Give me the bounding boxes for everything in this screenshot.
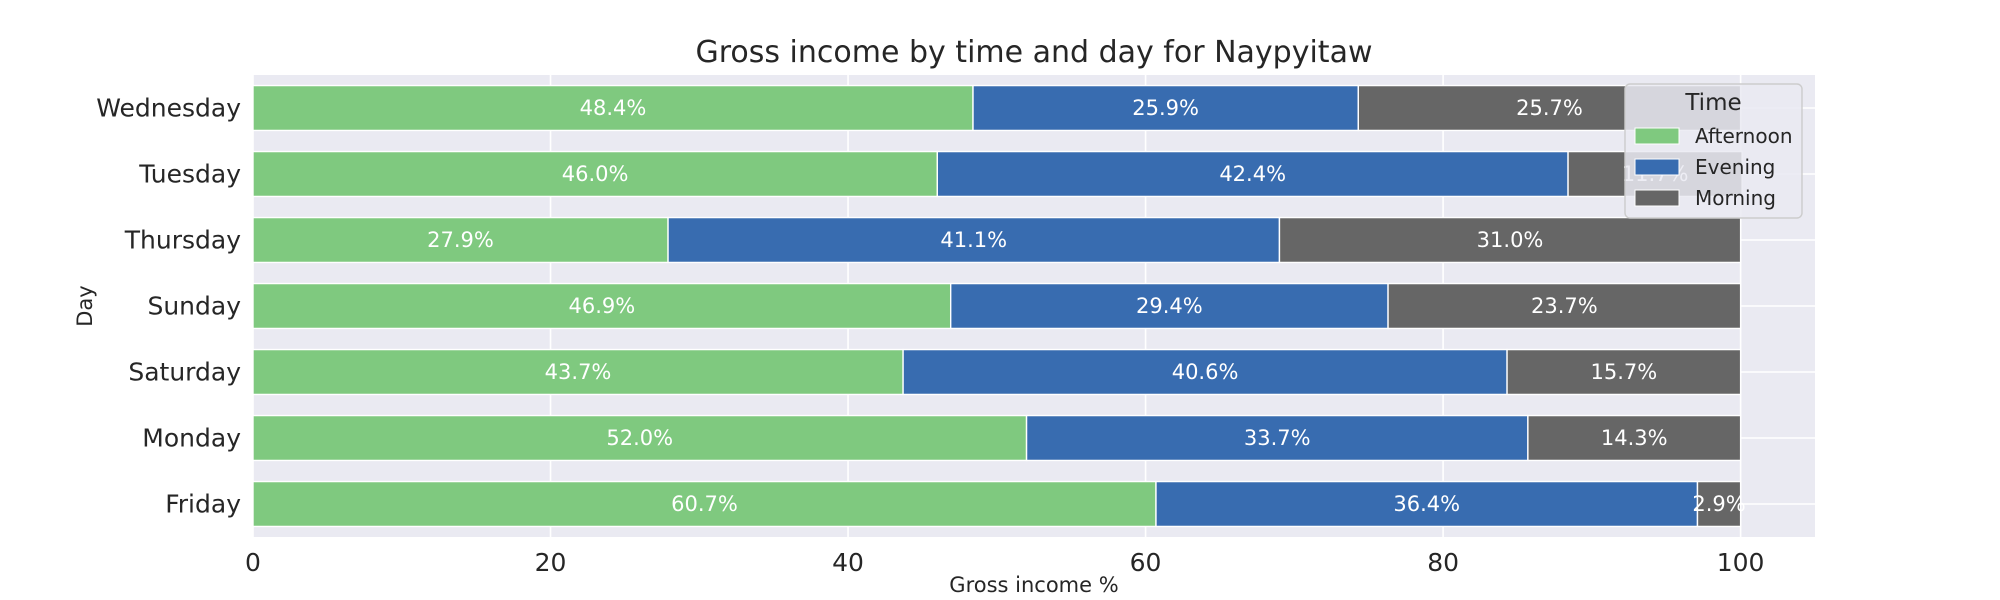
bars	[252, 84, 1743, 528]
bar-morning-sunday	[1387, 282, 1742, 330]
bar-afternoon-wednesday	[252, 84, 974, 132]
bar-morning-monday	[1527, 414, 1742, 462]
legend-label-evening: Evening	[1695, 155, 1775, 179]
legend-swatch-morning	[1634, 189, 1680, 207]
data-label-afternoon-monday: 52.0%	[606, 426, 673, 450]
x-tick-label: 0	[245, 548, 261, 577]
chart-title: Gross income by time and day for Naypyit…	[695, 35, 1372, 70]
y-tick-label-wednesday: Wednesday	[96, 94, 241, 123]
bar-evening-saturday	[902, 348, 1508, 396]
x-tick-label: 20	[535, 548, 567, 577]
data-label-evening-friday: 36.4%	[1393, 492, 1460, 516]
data-label-morning-monday: 14.3%	[1601, 426, 1668, 450]
bar-afternoon-friday	[252, 480, 1157, 528]
legend-title: Time	[1684, 90, 1741, 116]
legend-box	[1624, 83, 1803, 219]
x-axis-label: Gross income %	[949, 573, 1118, 597]
x-tick-label: 80	[1427, 548, 1459, 577]
data-label-evening-monday: 33.7%	[1244, 426, 1311, 450]
bar-evening-sunday	[949, 282, 1389, 330]
y-axis-ticks: Wednesday Tuesday Thursday Sunday Saturday Mo…	[96, 94, 241, 519]
legend: Time Afternoon Evening Morning	[1624, 83, 1803, 219]
y-tick-label-thursday: Thursday	[124, 226, 241, 255]
data-label-evening-tuesday: 42.4%	[1219, 162, 1286, 186]
legend-items: Afternoon Evening Morning	[1634, 124, 1793, 210]
bar-evening-monday	[1025, 414, 1529, 462]
data-label-afternoon-tuesday: 46.0%	[562, 162, 629, 186]
y-tick-label-monday: Monday	[142, 424, 241, 453]
data-label-morning-wednesday: 25.7%	[1516, 96, 1583, 120]
bar-evening-friday	[1155, 480, 1699, 528]
y-axis-label: Day	[73, 285, 97, 326]
legend-label-afternoon: Afternoon	[1695, 124, 1793, 148]
x-axis-ticks: 0 20 40 60 80 100	[245, 548, 1764, 577]
x-tick-label: 60	[1130, 548, 1162, 577]
data-label-afternoon-thursday: 27.9%	[427, 228, 494, 252]
data-label-morning-sunday: 23.7%	[1531, 294, 1598, 318]
bar-morning-thursday	[1278, 216, 1742, 264]
data-label-morning-thursday: 31.0%	[1477, 228, 1544, 252]
legend-swatch-evening	[1634, 158, 1680, 176]
data-label-morning-saturday: 15.7%	[1590, 360, 1657, 384]
data-label-afternoon-friday: 60.7%	[671, 492, 738, 516]
bar-evening-thursday	[667, 216, 1281, 264]
data-label-afternoon-saturday: 43.7%	[545, 360, 612, 384]
bar-afternoon-saturday	[252, 348, 904, 396]
data-label-evening-saturday: 40.6%	[1172, 360, 1239, 384]
data-label-morning-friday: 2.9%	[1692, 492, 1745, 516]
bar-evening-tuesday	[936, 150, 1569, 198]
data-label-afternoon-wednesday: 48.4%	[580, 96, 647, 120]
bar-morning-saturday	[1506, 348, 1742, 396]
y-tick-label-friday: Friday	[165, 490, 241, 519]
y-tick-label-saturday: Saturday	[128, 358, 241, 387]
data-label-afternoon-sunday: 46.9%	[568, 294, 635, 318]
bar-morning-friday	[1696, 480, 1742, 528]
legend-label-morning: Morning	[1695, 186, 1776, 210]
data-label-evening-thursday: 41.1%	[940, 228, 1007, 252]
bar-afternoon-monday	[252, 414, 1028, 462]
legend-swatch-afternoon	[1634, 127, 1680, 145]
x-tick-label: 100	[1717, 548, 1765, 577]
bar-evening-wednesday	[972, 84, 1360, 132]
y-tick-label-tuesday: Tuesday	[138, 160, 241, 189]
y-tick-label-sunday: Sunday	[147, 292, 241, 321]
data-label-evening-sunday: 29.4%	[1136, 294, 1203, 318]
x-tick-label: 40	[832, 548, 864, 577]
data-label-evening-wednesday: 25.9%	[1132, 96, 1199, 120]
bar-afternoon-thursday	[252, 216, 669, 264]
bar-afternoon-sunday	[252, 282, 952, 330]
